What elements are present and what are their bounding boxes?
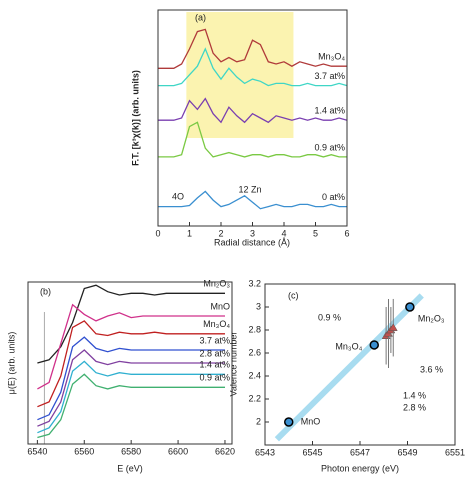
x-tick-label: 6551 [445,447,465,457]
y-tick-label: 2.8 [248,324,261,334]
y-tick-label: 2.4 [248,370,261,380]
fit-line [274,293,424,442]
frame [264,283,456,446]
reference-point [405,302,415,312]
y-axis-label: μ(E) (arb. units) [6,332,16,395]
series-label: Mn₂O₃ [203,279,230,289]
x-tick-label: 6543 [255,447,275,457]
x-tick-label: 6549 [397,447,417,457]
series-line [158,190,347,210]
frame [27,281,233,445]
sample-point [388,323,398,331]
annotation: 3.6 % [420,364,443,374]
x-tick-label: 1 [187,228,192,238]
y-tick-label: 3.2 [248,278,261,288]
y-tick-label: 2.6 [248,347,261,357]
annotation: 0.9 % [318,312,341,322]
series-label: MnO [210,301,230,311]
panel-title: (a) [195,12,206,22]
series-line [158,47,348,87]
series-line [158,28,347,69]
series-line [37,320,225,408]
panel-title: (c) [288,290,299,300]
series-label: Mn₃O₄ [318,52,345,62]
reference-label: MnO [301,416,321,426]
reference-label: Mn₂O₃ [418,313,445,323]
x-tick-label: 0 [155,228,160,238]
series-line [158,97,348,124]
series-line [37,373,225,439]
annotation: 2.8 % [403,402,426,412]
x-tick-label: 6620 [215,446,235,456]
x-tick-label: 6560 [74,446,94,456]
x-tick-label: 6547 [350,447,370,457]
x-tick-label: 6540 [27,446,47,456]
annotation: 1.4 % [403,390,426,400]
series-label: 0.9 at% [199,373,230,383]
x-tick-label: 6580 [121,446,141,456]
series-line [37,284,225,364]
y-axis-label: F.T. [k³χ(k)] (arb. units) [130,70,140,166]
y-tick-label: 2.2 [248,393,261,403]
panel-title: (b) [40,286,51,296]
x-tick-label: 6600 [168,446,188,456]
y-tick-label: 2 [256,416,261,426]
series-label: 1.4 at% [314,106,345,116]
series-line [37,336,225,421]
reference-point [284,417,294,427]
x-tick-label: 4 [281,228,286,238]
annotation: 12 Zn [238,184,261,194]
reference-point [369,340,379,350]
x-axis-label: Radial distance (Å) [214,237,290,247]
frame [157,9,348,227]
series-line [37,360,225,434]
x-tick-label: 6 [344,228,349,238]
x-tick-label: 2 [218,228,223,238]
series-label: 2.8 at% [199,348,230,358]
y-axis-label: Valence number [228,332,238,397]
annotation: 4O [172,191,184,201]
x-axis-label: E (eV) [117,463,143,473]
series-line [37,349,225,427]
series-label: 3.7 at% [314,71,345,81]
series-label: 0.9 at% [314,142,345,152]
y-tick-label: 3 [256,301,261,311]
series-label: 3.7 at% [199,335,230,345]
series-line [158,121,347,158]
x-tick-label: 3 [250,228,255,238]
x-tick-label: 6545 [302,447,322,457]
x-tick-label: 5 [313,228,318,238]
series-label: 1.4 at% [199,360,230,370]
series-label: 0 at% [322,192,345,202]
series-label: Mn₃O₄ [203,319,230,329]
reference-label: Mn₃O₄ [335,341,362,351]
series-line [37,303,225,390]
x-axis-label: Photon energy (eV) [321,463,399,473]
